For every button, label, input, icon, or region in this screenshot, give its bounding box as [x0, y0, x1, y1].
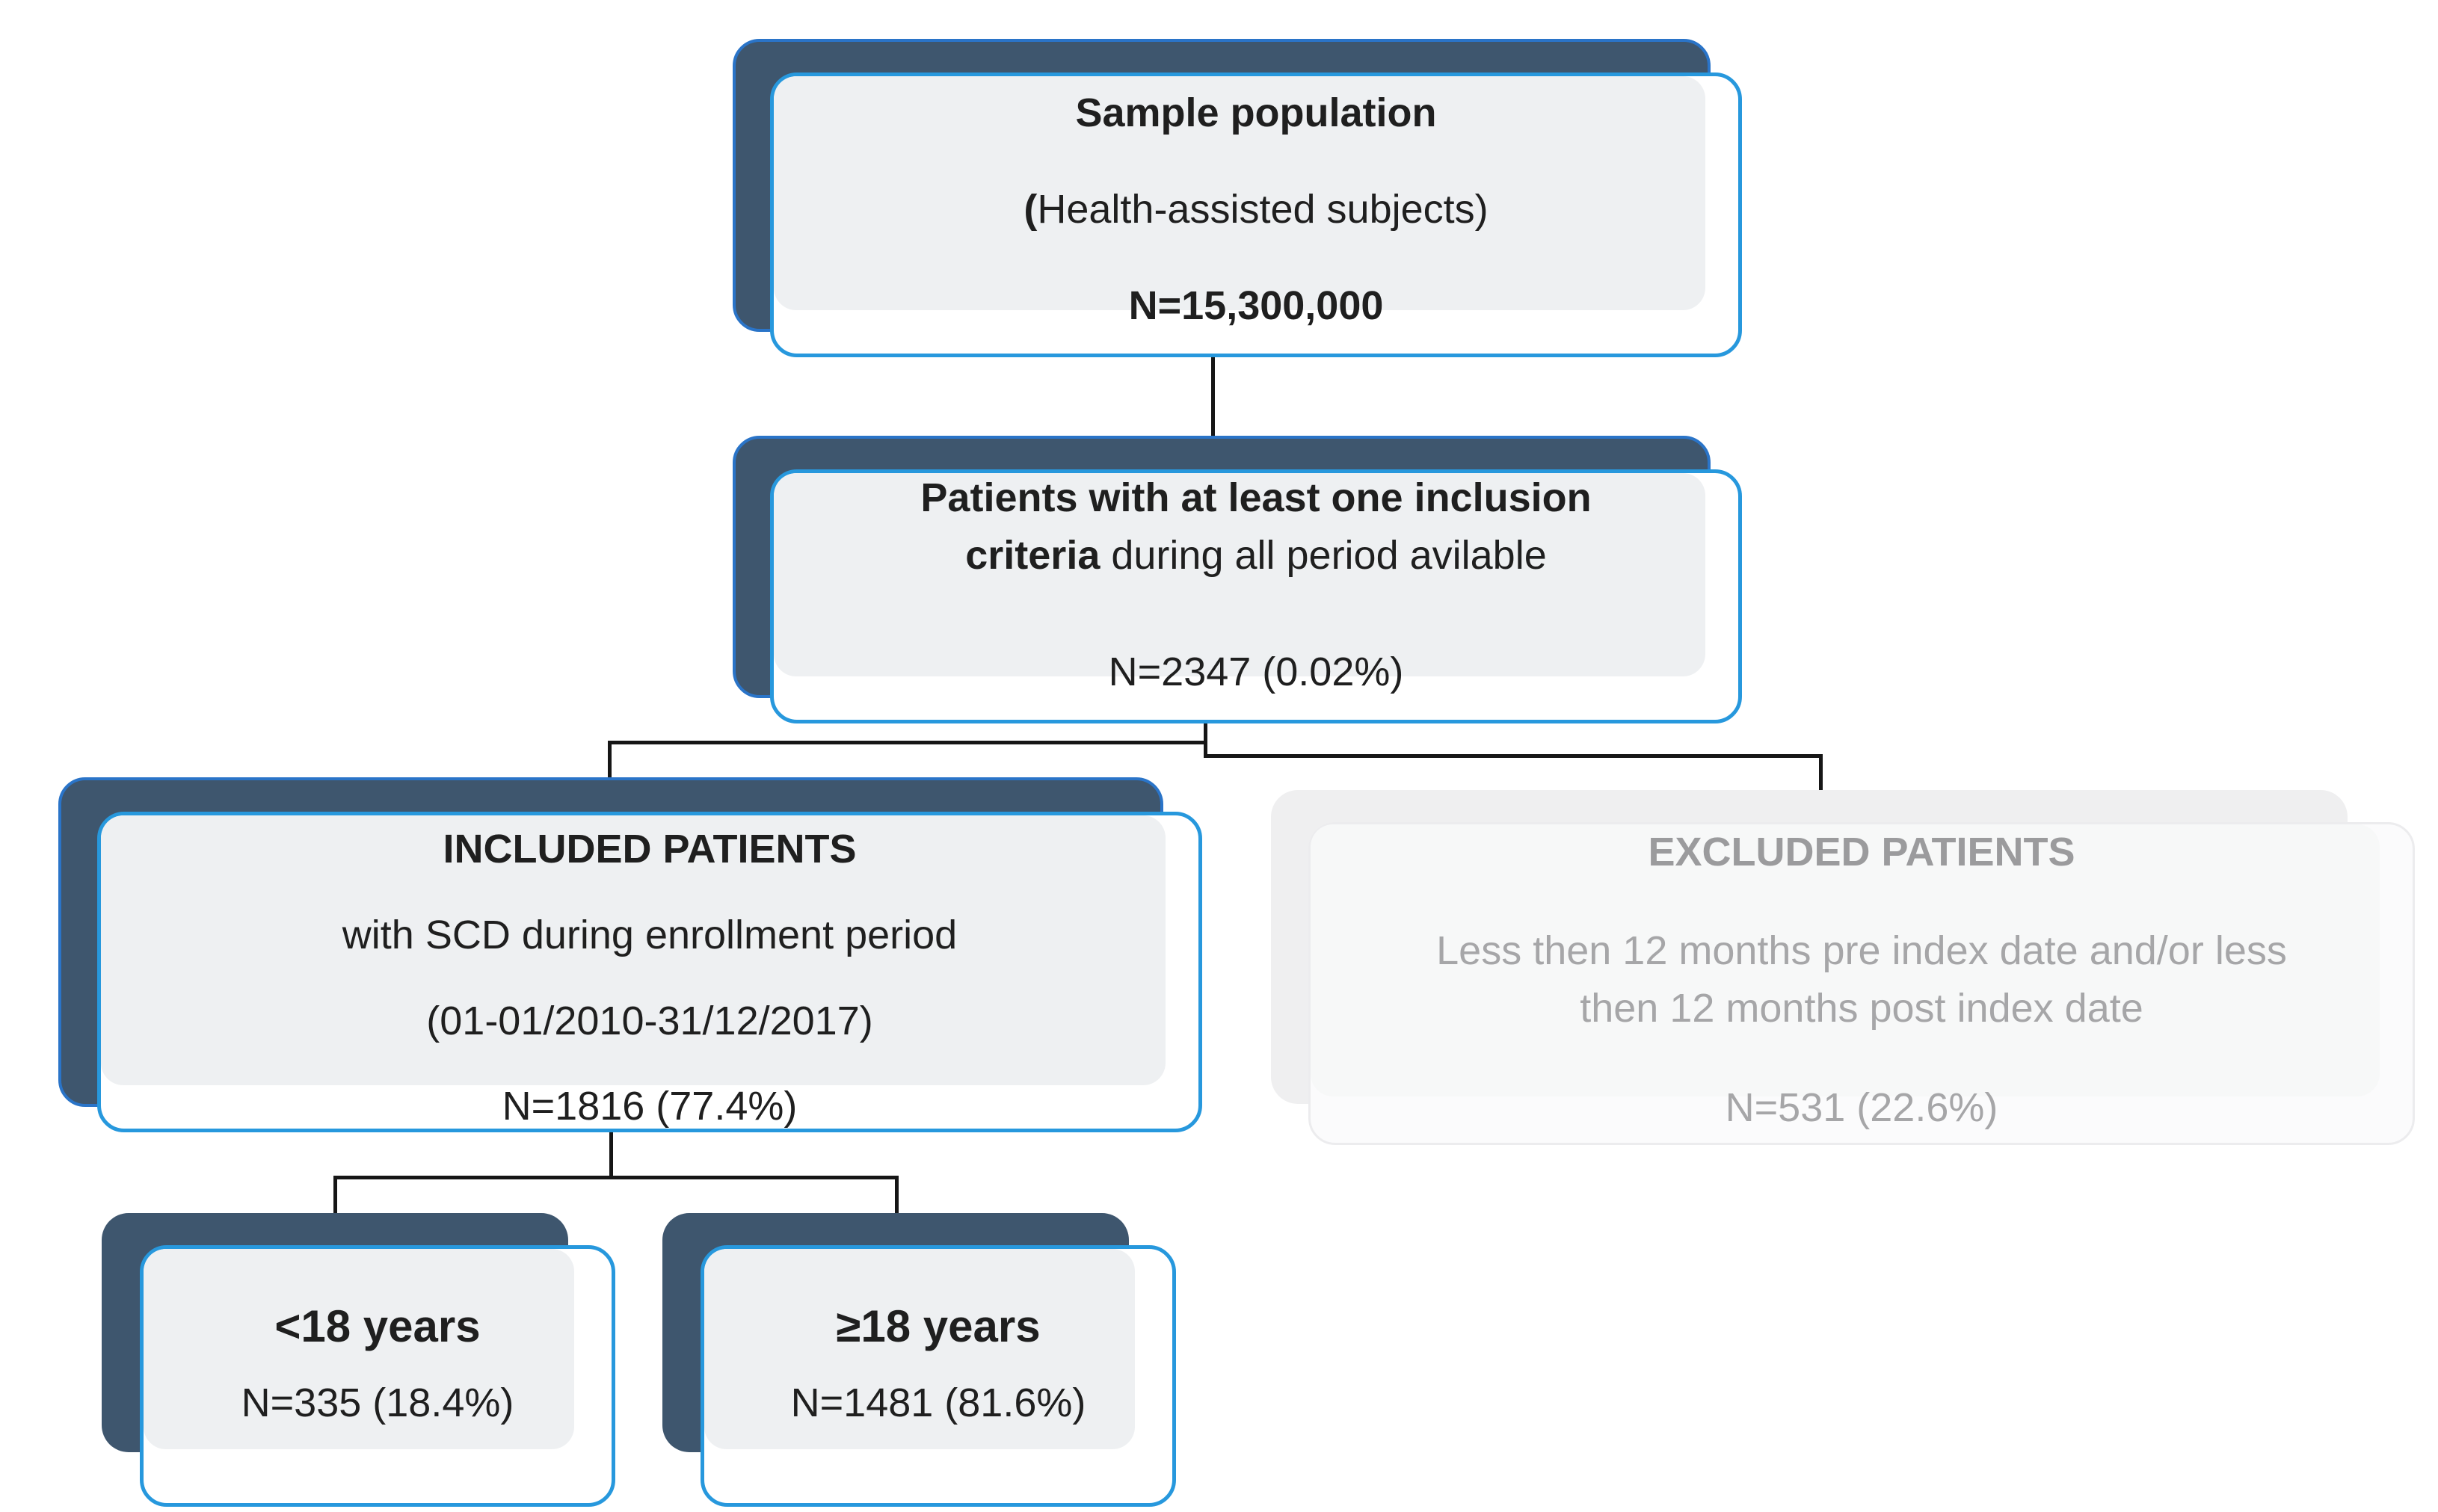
text-segment: EXCLUDED PATIENTS	[1648, 829, 2075, 874]
box-inner-panel	[144, 1249, 574, 1449]
text-segment: (	[1023, 187, 1038, 232]
box-line: INCLUDED PATIENTS	[443, 821, 857, 878]
box-front: ≥18 years N=1481 (81.6%)	[701, 1245, 1176, 1507]
box-paragraph: N=335 (18.4%)	[241, 1374, 514, 1432]
box-paragraph: Sample population	[1075, 84, 1436, 142]
box-line: <18 years	[274, 1295, 480, 1358]
box-front: INCLUDED PATIENTS with SCD during enrollm…	[97, 812, 1202, 1132]
box-paragraph: N=1816 (77.4%)	[502, 1078, 798, 1135]
connector-age-branch-horizontal	[333, 1176, 899, 1179]
connector-drop-over-18	[895, 1176, 899, 1216]
box-paragraph: EXCLUDED PATIENTS	[1648, 824, 2075, 881]
box-paragraph: INCLUDED PATIENTS	[443, 821, 857, 878]
box-inner-panel	[704, 1249, 1135, 1449]
text-segment: Sample population	[1075, 90, 1437, 136]
text-segment: with SCD during enrollment period	[342, 912, 958, 957]
box-paragraph: N=15,300,000	[1129, 277, 1384, 335]
text-segment: criteria	[965, 532, 1101, 578]
text-segment: N=15,300,000	[1128, 283, 1384, 328]
box-inner-panel	[774, 76, 1705, 310]
box-paragraph: ≥18 years	[836, 1295, 1040, 1358]
box-text: INCLUDED PATIENTS with SCD during enrollm…	[101, 815, 1198, 1129]
box-text: <18 years N=335 (18.4%)	[144, 1249, 612, 1503]
connector-drop-excluded	[1819, 754, 1823, 793]
box-front: EXCLUDED PATIENTS Less then 12 months pre…	[1308, 822, 2415, 1145]
box-text: Sample population (Health-assisted subjec…	[774, 76, 1738, 354]
text-segment: then 12 months post index date	[1580, 986, 2143, 1031]
box-text: EXCLUDED PATIENTS Less then 12 months pre…	[1311, 824, 2413, 1143]
box-line: N=335 (18.4%)	[241, 1374, 514, 1432]
box-line: criteria during all period avilable	[920, 527, 1591, 584]
box-line: N=1481 (81.6%)	[791, 1374, 1086, 1432]
text-segment: Less then 12 months pre index date and/o…	[1436, 928, 2287, 974]
text-segment: N=1816 (77.4%)	[502, 1084, 798, 1129]
text-segment: INCLUDED PATIENTS	[443, 827, 857, 872]
box-paragraph: N=1481 (81.6%)	[791, 1374, 1086, 1432]
box-line: (Health-assisted subjects)	[1023, 181, 1488, 238]
box-line: ≥18 years	[836, 1295, 1040, 1358]
connector-drop-under-18	[333, 1176, 337, 1216]
box-text: Patients with at least one inclusion crit…	[774, 473, 1738, 720]
box-line: Less then 12 months pre index date and/o…	[1436, 922, 2287, 980]
connector-drop-included	[608, 741, 612, 780]
text-segment: N=531 (22.6%)	[1725, 1084, 1998, 1130]
box-paragraph: Patients with at least one inclusion crit…	[920, 469, 1591, 584]
text-segment: N=335 (18.4%)	[241, 1380, 514, 1426]
box-line: Patients with at least one inclusion	[920, 469, 1591, 527]
text-segment: N=1481 (81.6%)	[790, 1380, 1086, 1426]
box-paragraph: Less then 12 months pre index date and/o…	[1436, 922, 2287, 1037]
connector-branch-left-horizontal	[609, 741, 1207, 744]
box-paragraph: <18 years	[274, 1295, 480, 1358]
text-segment: <18 years	[274, 1301, 481, 1352]
box-inner-panel	[774, 473, 1705, 676]
box-paragraph: with SCD during enrollment period	[342, 907, 957, 964]
box-text: ≥18 years N=1481 (81.6%)	[704, 1249, 1172, 1503]
connector-included-stub	[609, 1132, 613, 1179]
box-line: then 12 months post index date	[1436, 980, 2287, 1037]
box-paragraph: (01-01/2010-31/12/2017)	[426, 993, 872, 1050]
box-line: Sample population	[1075, 84, 1436, 142]
box-line: N=2347 (0.02%)	[1109, 644, 1404, 701]
box-line: EXCLUDED PATIENTS	[1648, 824, 2075, 881]
text-segment: ≥18 years	[836, 1301, 1041, 1352]
box-line: with SCD during enrollment period	[342, 907, 957, 964]
text-segment: Health-assisted subjects)	[1037, 187, 1489, 232]
box-front: Patients with at least one inclusion crit…	[770, 469, 1742, 723]
box-inner-panel	[101, 815, 1166, 1085]
connector-branch-right-horizontal	[1204, 754, 1823, 758]
text-segment: Patients with at least one inclusion	[920, 475, 1592, 520]
connector-sample-to-inclusion	[1211, 357, 1215, 437]
box-paragraph: N=531 (22.6%)	[1726, 1079, 1998, 1137]
box-line: N=15,300,000	[1129, 277, 1384, 335]
text-segment: (01-01/2010-31/12/2017)	[426, 998, 873, 1043]
box-front: <18 years N=335 (18.4%)	[140, 1245, 615, 1507]
box-inner-panel	[1311, 824, 2380, 1096]
text-segment: N=2347 (0.02%)	[1108, 649, 1404, 695]
box-line: (01-01/2010-31/12/2017)	[426, 993, 872, 1050]
text-segment: during all period avilable	[1100, 532, 1547, 578]
box-line: N=531 (22.6%)	[1726, 1079, 1998, 1137]
box-line: N=1816 (77.4%)	[502, 1078, 798, 1135]
box-paragraph: N=2347 (0.02%)	[1109, 644, 1404, 701]
box-front: Sample population (Health-assisted subjec…	[770, 72, 1742, 357]
box-paragraph: (Health-assisted subjects)	[1023, 181, 1488, 238]
